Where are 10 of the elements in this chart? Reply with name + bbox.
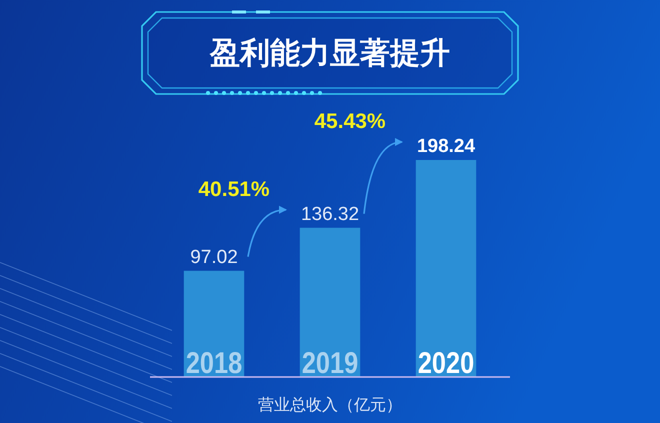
data-label: 198.24 bbox=[416, 136, 476, 157]
text: 45.43% bbox=[314, 110, 386, 133]
x-axis-title: 营业总收入（亿元） bbox=[258, 396, 402, 414]
x-tick-label: 2020 bbox=[418, 347, 485, 380]
annotation: 40.51% bbox=[198, 178, 270, 201]
x-tick-label: 2018 bbox=[186, 347, 253, 380]
data-label: 136.32 bbox=[300, 204, 360, 225]
data-label: 97.02 bbox=[190, 246, 238, 268]
chart-title: 盈利能力显著提升 bbox=[209, 37, 450, 70]
x-tick-label: 2019 bbox=[302, 347, 369, 380]
